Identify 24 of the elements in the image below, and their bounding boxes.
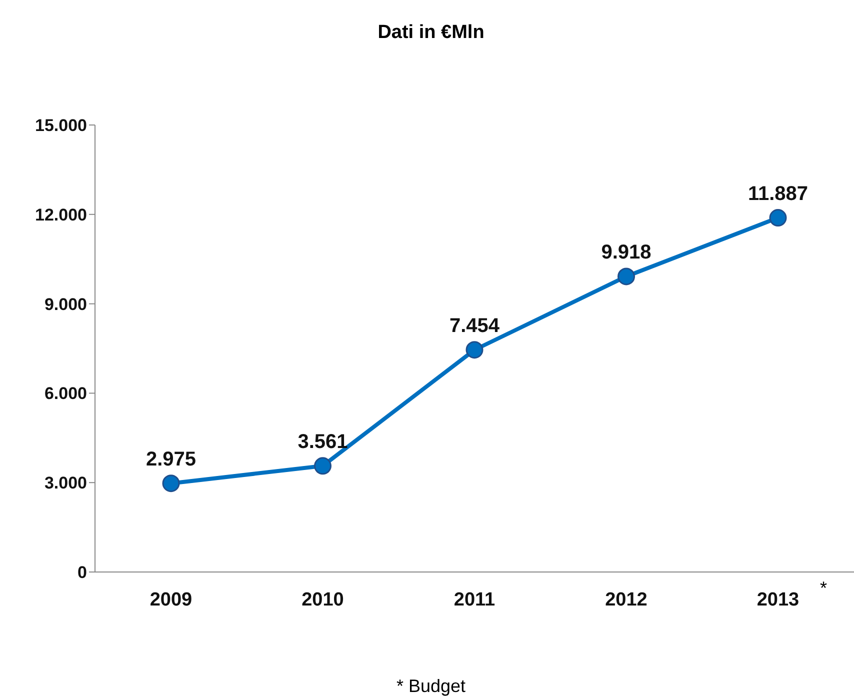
y-tick-label: 3.000 <box>44 474 87 493</box>
x-tick-label: 2011 <box>454 589 496 610</box>
x-tick-label: 2012 <box>605 589 648 610</box>
data-label: 11.887 <box>748 182 808 205</box>
point <box>162 474 180 492</box>
data-label: 3.561 <box>298 430 348 453</box>
y-tick-label: 0 <box>78 563 87 582</box>
text: * <box>820 578 828 599</box>
data-label: 7.454 <box>449 314 500 337</box>
text: * Budget <box>395 676 467 696</box>
x-tick-label: 2009 <box>150 589 192 610</box>
y-tick-label: 15.000 <box>35 116 87 136</box>
point <box>769 209 787 227</box>
data-label: 9.918 <box>601 241 652 264</box>
x-tick-label: 2013 <box>756 589 800 610</box>
y-tick-label: 9.000 <box>44 294 87 314</box>
y-tick-label: 6.000 <box>44 384 87 404</box>
chart-title: Dati in €Mln <box>376 22 486 44</box>
point <box>618 268 635 286</box>
point <box>466 341 484 359</box>
y-tick-label: 12.000 <box>35 205 87 224</box>
x-tick-label: 2010 <box>302 589 344 610</box>
point <box>314 457 332 475</box>
data-label: 2.975 <box>146 448 196 470</box>
